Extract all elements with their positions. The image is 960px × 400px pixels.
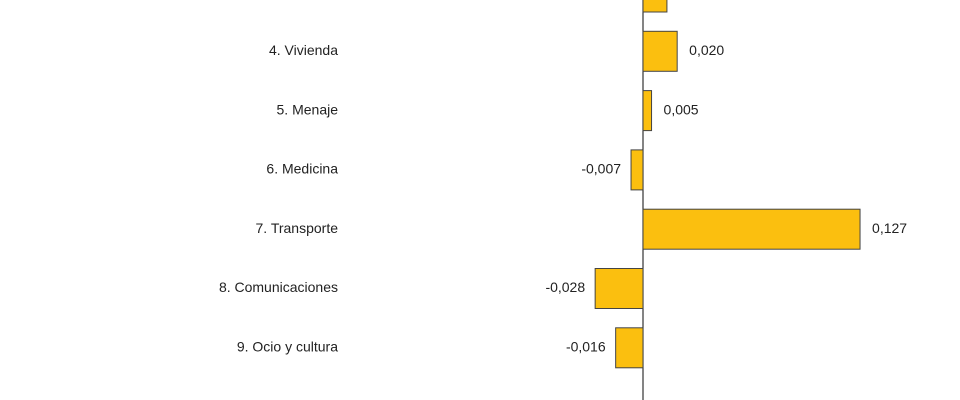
bar xyxy=(642,208,861,250)
value-label: 0,005 xyxy=(664,101,699,117)
bar xyxy=(594,268,644,309)
value-label: 0,127 xyxy=(872,220,907,236)
category-label: 5. Menaje xyxy=(277,101,339,117)
category-label: 8. Comunicaciones xyxy=(219,279,338,295)
category-label: 6. Medicina xyxy=(266,161,338,177)
bar xyxy=(615,327,644,369)
bar xyxy=(642,90,653,132)
value-label: -0,007 xyxy=(581,161,621,177)
category-label: 4. Vivienda xyxy=(269,42,338,58)
value-label: 0,020 xyxy=(689,42,724,58)
bar xyxy=(642,0,668,13)
value-label: -0,016 xyxy=(566,339,606,355)
bar xyxy=(630,149,644,191)
category-label: 9. Ocio y cultura xyxy=(237,339,338,355)
value-label: -0,028 xyxy=(545,279,585,295)
bar xyxy=(642,30,678,72)
category-label: 7. Transporte xyxy=(256,220,339,236)
